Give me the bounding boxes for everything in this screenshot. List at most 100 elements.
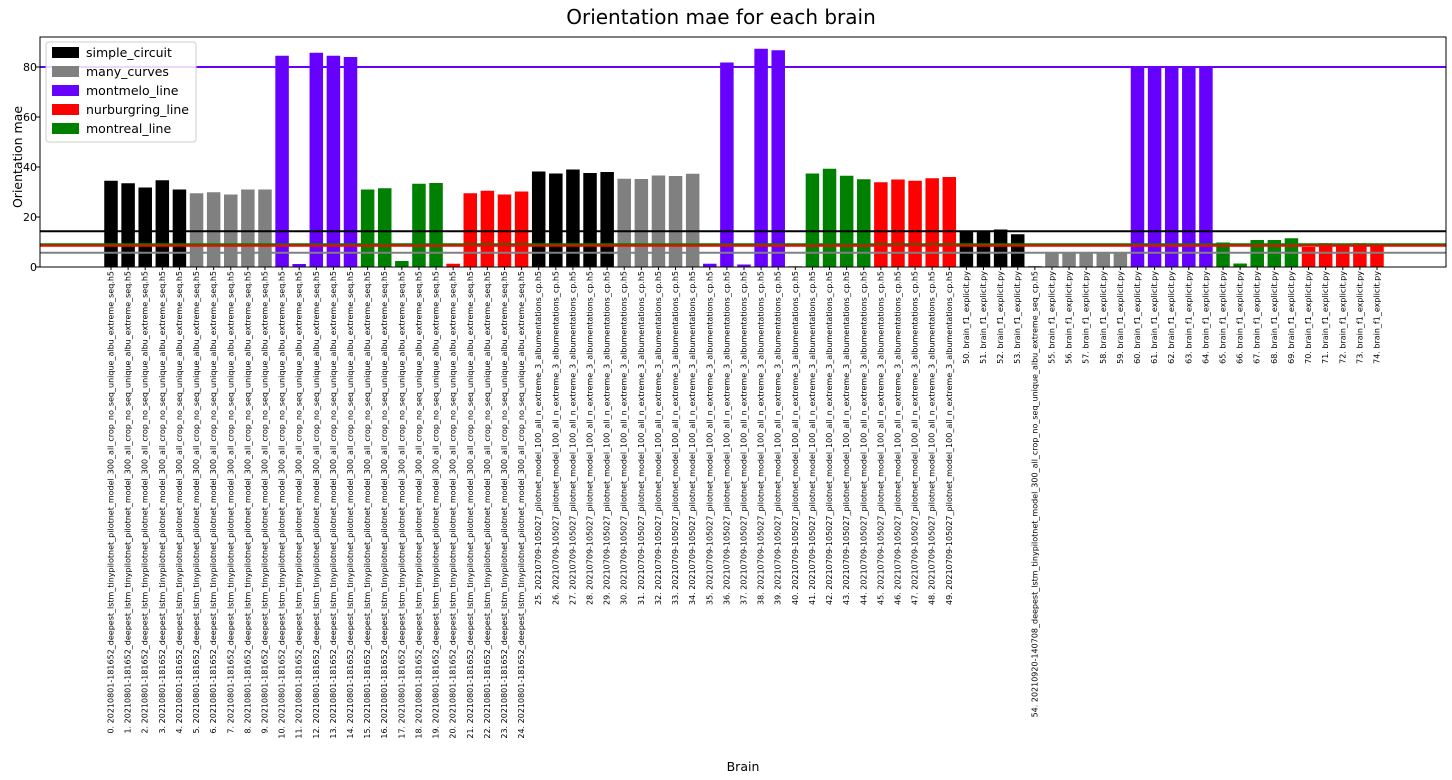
legend: simple_circuit many_curves montmelo_linenu… [45,41,197,143]
x-tick-label-26: 26. 20210709-105027_pilotnet_model_100_a… [551,271,560,605]
x-tick-label-15: 15. 20210801-181652_deepest_lstm_tinypil… [363,271,372,739]
legend-swatch-montreal_line [52,123,79,134]
bar-50 [959,231,974,267]
bar-53 [1010,234,1025,267]
bar-56 [1062,252,1076,267]
x-tick-label-56: 56. brain_f1_explicit.py [1065,271,1074,364]
x-tick-label-57: 57. brain_f1_explicit.py [1082,271,1091,364]
bar-31 [634,179,649,267]
x-tick-label-72: 72. brain_f1_explicit.py [1338,271,1347,364]
y-axis-label: Orientation mae [10,106,25,208]
x-tick-label-24: 24. 20210801-181652_deepest_lstm_tinypil… [517,271,526,739]
x-tick-label-52: 52. brain_f1_explicit.py [996,271,1005,364]
x-tick-label-28: 28. 20210709-105027_pilotnet_model_100_a… [586,271,595,605]
x-tick-label-39: 39. 20210709-105027_pilotnet_model_100_a… [774,271,783,605]
bar-52 [993,229,1008,267]
bar-47 [908,180,922,267]
x-tick-label-32: 32. 20210709-105027_pilotnet_model_100_a… [654,271,663,605]
bar-37 [737,264,751,267]
x-tick-label-36: 36. 20210709-105027_pilotnet_model_100_a… [722,271,731,605]
x-tick-label-17: 17. 20210801-181652_deepest_lstm_tinypil… [397,271,406,739]
x-tick-label-54: 54. 20210920-140708_deepest_lstm_tinypil… [1030,271,1039,717]
x-tick-label-40: 40. 20210709-105027_pilotnet_model_100_a… [791,271,800,605]
bar-46 [891,179,905,267]
x-tick-label-51: 51. brain_f1_explicit.py [979,271,988,364]
x-tick-label-65: 65. brain_f1_explicit.py [1219,271,1228,364]
bar-58 [1096,252,1111,267]
x-tick-label-5: 5. 20210801-181652_deepest_lstm_tinypilo… [192,271,201,734]
bar-5 [189,193,204,267]
x-tick-label-69: 69. brain_f1_explicit.py [1287,271,1296,364]
x-tick-label-33: 33. 20210709-105027_pilotnet_model_100_a… [671,271,680,605]
legend-label-montreal_line: montreal_line [86,121,171,136]
x-tick-label-53: 53. brain_f1_explicit.py [1013,271,1022,364]
y-tick-label-2: 40 [23,161,37,174]
bar-24 [514,191,529,267]
bar-62 [1164,67,1179,267]
x-tick-label-16: 16. 20210801-181652_deepest_lstm_tinypil… [380,271,389,739]
bar-16 [377,188,392,267]
bar-55 [1045,252,1059,267]
legend-label-many_curves: many_curves [86,64,169,79]
bar-45 [874,182,888,267]
bar-0 [104,180,118,267]
axes-layer: 0 20 40 60 80 0. 20210801-181652_deepest_lstm… [23,36,1447,739]
bar-18 [412,183,426,267]
legend-swatch-nurburgring_line [52,104,79,115]
bar-15 [360,189,375,267]
x-tick-label-7: 7. 20210801-181652_deepest_lstm_tinypilo… [226,271,235,734]
bar-42 [822,168,837,267]
bar-19 [429,183,443,267]
bar-70 [1301,247,1316,267]
x-tick-label-62: 62. brain_f1_explicit.py [1167,271,1176,364]
x-tick-label-50: 50. brain_f1_explicit.py [962,271,971,364]
x-tick-label-8: 8. 20210801-181652_deepest_lstm_tinypilo… [243,271,252,734]
legend-label-simple_circuit: simple_circuit [86,45,172,60]
x-tick-label-60: 60. brain_f1_explicit.py [1133,271,1142,364]
bar-14 [343,57,358,267]
x-tick-label-34: 34. 20210709-105027_pilotnet_model_100_a… [688,271,697,605]
x-tick-label-66: 66. brain_f1_explicit.py [1236,271,1245,364]
legend-swatch-simple_circuit [52,47,79,58]
y-tick-label-4: 80 [23,61,37,74]
bar-74 [1370,245,1384,267]
x-tick-label-47: 47. 20210709-105027_pilotnet_model_100_a… [911,271,920,605]
bars-layer [104,48,1384,267]
bar-1 [121,183,135,267]
x-tick-label-35: 35. 20210709-105027_pilotnet_model_100_a… [705,271,714,605]
x-tick-label-46: 46. 20210709-105027_pilotnet_model_100_a… [893,271,902,605]
x-tick-label-9: 9. 20210801-181652_deepest_lstm_tinypilo… [260,271,269,734]
x-tick-label-4: 4. 20210801-181652_deepest_lstm_tinypilo… [175,271,184,734]
x-tick-label-20: 20. 20210801-181652_deepest_lstm_tinypil… [449,271,458,739]
bar-64 [1199,67,1213,267]
bar-11 [292,264,306,267]
x-tick-label-38: 38. 20210709-105027_pilotnet_model_100_a… [757,271,766,605]
x-tick-label-21: 21. 20210801-181652_deepest_lstm_tinypil… [466,271,475,739]
bar-2 [138,187,152,267]
bar-20 [446,263,460,267]
x-axis-label: Brain [727,759,760,774]
x-tick-label-10: 10. 20210801-181652_deepest_lstm_tinypil… [278,271,287,739]
legend-swatch-montmelo_line [52,85,79,96]
x-tick-label-45: 45. 20210709-105027_pilotnet_model_100_a… [876,271,885,605]
bar-38 [754,48,768,267]
bar-25 [531,171,546,267]
bar-60 [1130,67,1145,267]
x-tick-label-18: 18. 20210801-181652_deepest_lstm_tinypil… [414,271,423,739]
bar-59 [1113,252,1128,267]
x-tick-label-25: 25. 20210709-105027_pilotnet_model_100_a… [534,271,543,605]
x-tick-label-31: 31. 20210709-105027_pilotnet_model_100_a… [637,271,646,605]
legend-label-montmelo_line: montmelo_line [86,83,179,98]
x-tick-label-58: 58. brain_f1_explicit.py [1099,271,1108,364]
bar-30 [617,178,631,267]
bar-71 [1318,243,1333,267]
bar-44 [857,179,871,267]
bar-36 [720,62,734,267]
x-tick-label-71: 71. brain_f1_explicit.py [1321,271,1330,364]
x-tick-label-23: 23. 20210801-181652_deepest_lstm_tinypil… [500,271,509,739]
bar-51 [976,230,991,267]
bar-4 [172,189,187,267]
bar-39 [771,50,785,267]
x-tick-label-22: 22. 20210801-181652_deepest_lstm_tinypil… [483,271,492,739]
